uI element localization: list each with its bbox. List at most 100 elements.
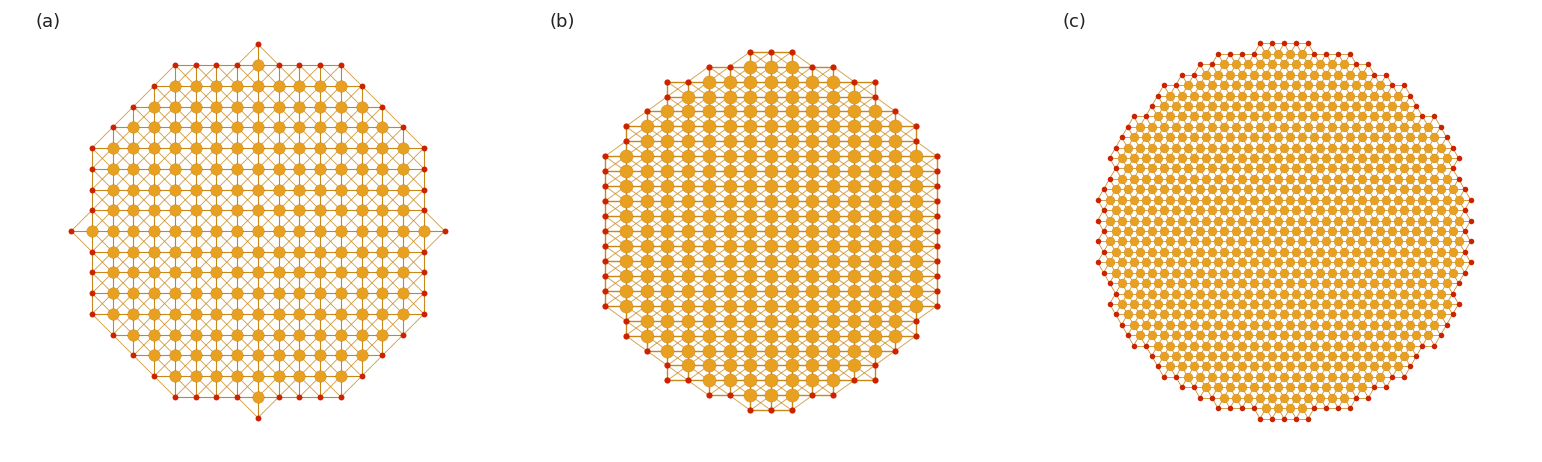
Point	[1109, 238, 1133, 245]
Point	[1121, 175, 1146, 182]
Point	[1115, 165, 1140, 172]
Point	[1212, 310, 1237, 318]
Point	[1295, 81, 1320, 89]
Point	[1247, 332, 1272, 339]
Point	[904, 123, 928, 130]
Point	[1212, 227, 1237, 235]
Point	[142, 352, 167, 359]
Point	[614, 227, 638, 235]
Point	[1332, 61, 1357, 68]
Point	[1301, 383, 1326, 391]
Point	[1405, 310, 1429, 318]
Point	[1428, 332, 1453, 339]
Point	[1314, 92, 1338, 99]
Point	[1332, 353, 1357, 360]
Point	[100, 144, 125, 152]
Point	[1254, 134, 1278, 141]
Point	[1229, 217, 1254, 224]
Point	[759, 332, 783, 339]
Point	[1092, 227, 1116, 235]
Point	[1332, 227, 1357, 235]
Point	[717, 63, 742, 70]
Point	[370, 290, 395, 297]
Point	[1224, 144, 1249, 152]
Point	[800, 93, 825, 100]
Point	[1260, 102, 1284, 109]
Point	[884, 272, 908, 280]
Point	[245, 103, 270, 110]
Point	[1440, 290, 1465, 297]
Point	[884, 302, 908, 310]
Point	[1194, 217, 1218, 224]
Point	[1332, 186, 1357, 193]
Point	[245, 372, 270, 380]
Point	[1224, 332, 1249, 339]
Point	[1158, 363, 1183, 370]
Point	[1109, 280, 1133, 287]
Point	[800, 287, 825, 294]
Point	[1380, 373, 1405, 381]
Point	[1362, 300, 1386, 308]
Point	[1278, 217, 1303, 224]
Point	[1308, 144, 1332, 152]
Point	[592, 213, 617, 220]
Point	[1362, 113, 1386, 120]
Point	[1392, 144, 1417, 152]
Point	[142, 269, 167, 276]
Point	[1345, 310, 1369, 318]
Point	[759, 317, 783, 324]
Point	[842, 152, 867, 160]
Point	[1295, 353, 1320, 360]
Point	[1241, 404, 1266, 412]
Point	[122, 352, 146, 359]
Point	[1218, 196, 1243, 203]
Point	[1127, 269, 1152, 276]
Point	[1278, 300, 1303, 308]
Point	[1278, 383, 1303, 391]
Point	[1235, 61, 1260, 68]
Point	[1289, 217, 1314, 224]
Point	[1241, 154, 1266, 162]
Point	[1247, 123, 1272, 130]
Point	[614, 182, 638, 190]
Point	[1229, 280, 1254, 287]
Point	[1115, 269, 1140, 276]
Point	[1386, 154, 1411, 162]
Point	[1146, 175, 1170, 182]
Point	[1235, 227, 1260, 235]
Point	[1169, 217, 1194, 224]
Point	[1175, 227, 1200, 235]
Point	[800, 78, 825, 85]
Point	[1272, 290, 1297, 297]
Point	[1345, 186, 1369, 193]
Point	[162, 227, 187, 235]
Point	[1187, 207, 1212, 214]
Point	[842, 317, 867, 324]
Point	[1308, 207, 1332, 214]
Point	[1301, 196, 1326, 203]
Point	[1374, 280, 1399, 287]
Point	[1200, 165, 1224, 172]
Point	[1229, 342, 1254, 349]
Point	[759, 123, 783, 130]
Point	[1212, 394, 1237, 401]
Point	[1146, 342, 1170, 349]
Point	[739, 392, 763, 399]
Point	[1362, 175, 1386, 182]
Point	[1332, 207, 1357, 214]
Point	[1362, 238, 1386, 245]
Point	[614, 257, 638, 265]
Point	[1416, 186, 1440, 193]
Point	[862, 213, 887, 220]
Point	[1349, 196, 1374, 203]
Point	[1399, 175, 1423, 182]
Point	[1308, 61, 1332, 68]
Point	[739, 317, 763, 324]
Point	[592, 227, 617, 235]
Point	[717, 377, 742, 384]
Point	[1345, 248, 1369, 255]
Point	[1146, 321, 1170, 328]
Point	[1140, 290, 1164, 297]
Point	[1163, 332, 1187, 339]
Point	[1326, 238, 1351, 245]
